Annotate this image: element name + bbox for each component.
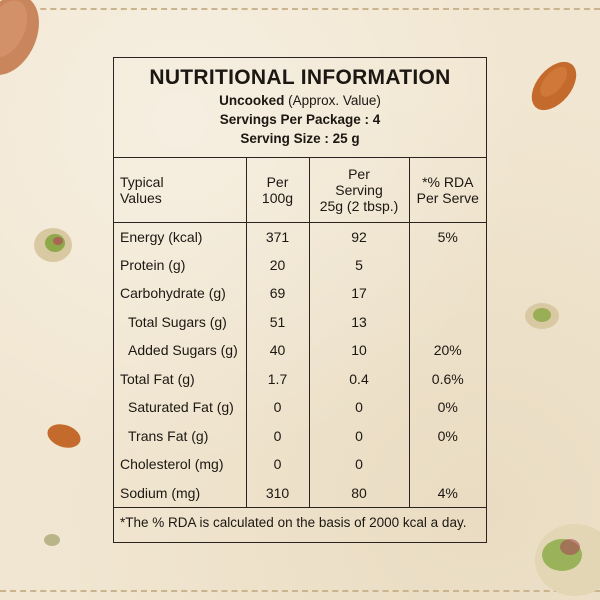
table-header-row: Typical Values Per 100g Per Serving 25g … — [114, 158, 486, 223]
header-per-100g: Per 100g — [246, 158, 310, 223]
table-row: Cholesterol (mg) 0 0 — [114, 450, 486, 479]
pistachio-icon — [535, 524, 600, 596]
per-serving-value: 0 — [309, 421, 410, 450]
rda-value: 0% — [437, 399, 458, 416]
panel-header: NUTRITIONAL INFORMATION Uncooked (Approx… — [114, 58, 486, 158]
nutrient-name: Cholesterol (mg) — [114, 450, 247, 479]
rda-value: 20% — [433, 342, 462, 359]
nutrient-name: Sodium (mg) — [114, 478, 247, 508]
table-row: Trans Fat (g) 0 0 0% — [114, 421, 486, 450]
nutrient-name: Trans Fat (g) — [114, 421, 247, 450]
per-serving-value: 92 — [309, 222, 410, 251]
rda-footnote: *The % RDA is calculated on the basis of… — [120, 514, 467, 530]
table-row: Total Sugars (g) 51 13 — [114, 307, 486, 337]
nutrition-table: Typical Values Per 100g Per Serving 25g … — [114, 158, 486, 508]
per-100g-value: 371 — [246, 222, 310, 251]
table-row: Sodium (mg) 310 80 4% — [114, 478, 486, 508]
servings-per-package: Servings Per Package : 4 — [219, 112, 381, 127]
table-row: Carbohydrate (g) 69 17 — [114, 279, 486, 308]
header-per-serving: Per Serving 25g (2 tbsp.) — [309, 158, 410, 223]
bottom-dashed-border — [0, 590, 600, 592]
per-serving-value: 0 — [309, 393, 410, 422]
per-100g-value: 69 — [246, 279, 310, 308]
per-100g-value: 0 — [246, 450, 310, 479]
header-rda: *% RDA Per Serve — [409, 158, 486, 223]
pistachio-icon — [44, 534, 60, 546]
per-serving-value: 0 — [309, 450, 410, 479]
rda-value: 0.6% — [431, 370, 464, 387]
panel-title: NUTRITIONAL INFORMATION — [149, 66, 451, 89]
almond-icon — [47, 424, 81, 448]
rda-value: 0% — [437, 427, 458, 444]
per-serving-value: 10 — [309, 336, 410, 365]
per-100g-value: 51 — [246, 307, 310, 336]
table-row: Energy (kcal) 371 92 5% — [114, 222, 486, 251]
nutrition-panel: NUTRITIONAL INFORMATION Uncooked (Approx… — [113, 57, 487, 543]
per-serving-value: 0.4 — [309, 364, 410, 393]
table-row: Total Fat (g) 1.7 0.4 0.6% — [114, 364, 486, 393]
nutrient-name: Carbohydrate (g) — [114, 279, 247, 308]
nutrient-name: Total Fat (g) — [114, 364, 247, 393]
per-serving-value: 5 — [309, 250, 410, 279]
per-100g-value: 40 — [246, 336, 310, 365]
pistachio-icon — [34, 228, 72, 262]
rda-value: 5% — [437, 228, 458, 245]
per-100g-value: 310 — [246, 478, 310, 508]
rda-value — [409, 279, 486, 308]
almond-icon — [0, 0, 39, 75]
header-typical-values: Typical Values — [114, 158, 247, 223]
per-serving-value: 80 — [309, 478, 410, 508]
table-row: Protein (g) 20 5 — [114, 250, 486, 280]
rda-value — [409, 450, 486, 479]
per-100g-value: 0 — [246, 421, 310, 450]
rda-value — [409, 308, 486, 337]
state-line: Uncooked (Approx. Value) — [114, 91, 486, 110]
table-row: Saturated Fat (g) 0 0 0% — [114, 393, 486, 422]
nutrient-name: Saturated Fat (g) — [114, 393, 247, 422]
per-100g-value: 20 — [246, 250, 310, 279]
nutrient-name: Protein (g) — [114, 250, 247, 279]
nutrient-name: Energy (kcal) — [114, 222, 247, 251]
rda-value — [409, 251, 486, 280]
table-row: Added Sugars (g) 40 10 20% — [114, 336, 486, 365]
rda-value: 4% — [409, 478, 486, 508]
per-100g-value: 1.7 — [246, 364, 310, 393]
nutrient-name: Total Sugars (g) — [114, 307, 247, 336]
pistachio-icon — [525, 303, 559, 329]
per-serving-value: 17 — [309, 279, 410, 308]
state-note: (Approx. Value) — [288, 93, 381, 108]
top-dashed-border — [0, 8, 600, 10]
per-serving-value: 13 — [309, 307, 410, 336]
almond-icon — [531, 61, 577, 111]
nutrient-name: Added Sugars (g) — [114, 336, 247, 365]
serving-size: Serving Size : 25 g — [240, 131, 360, 146]
per-100g-value: 0 — [246, 393, 310, 422]
state-label: Uncooked — [219, 93, 285, 108]
